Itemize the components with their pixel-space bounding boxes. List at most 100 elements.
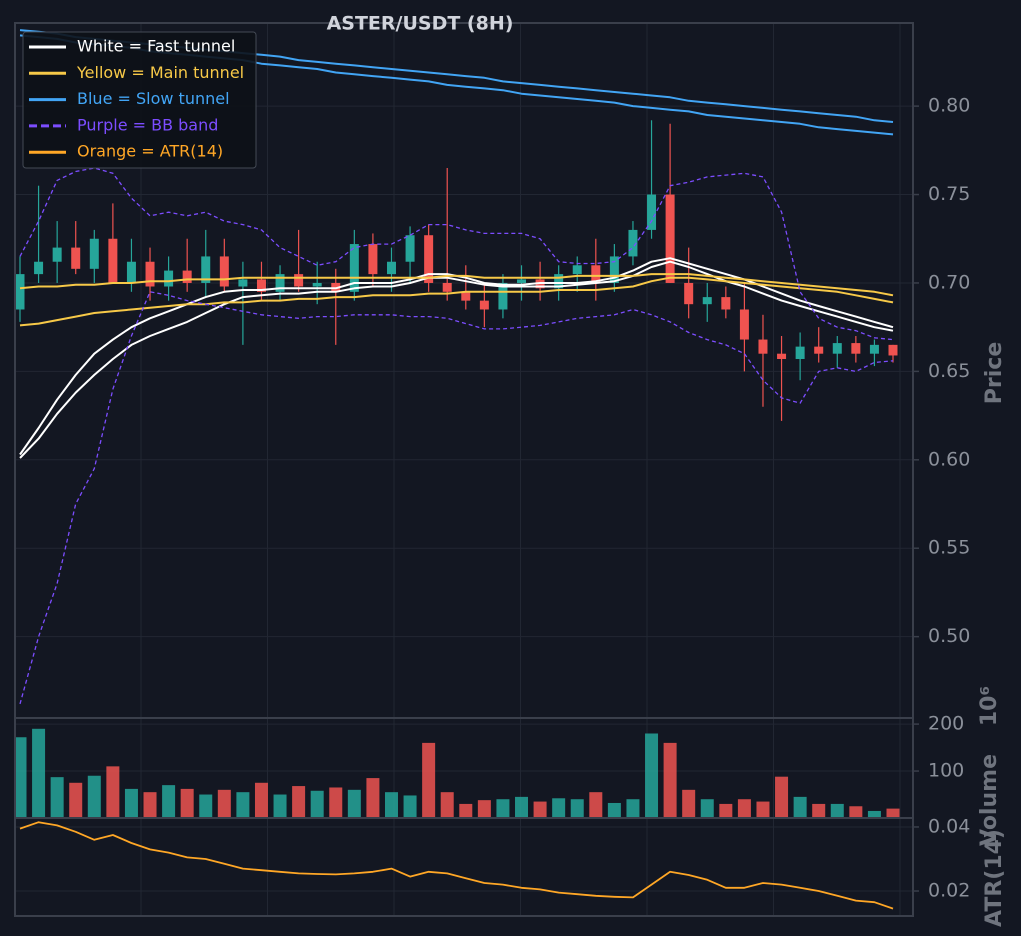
volume-bar	[849, 806, 863, 818]
volume-bar	[69, 782, 83, 818]
y-tick-label: 0.50	[928, 625, 970, 647]
y-tick-label: 0.80	[928, 95, 970, 117]
candle-body	[498, 282, 508, 310]
candle-body	[777, 353, 787, 360]
frames	[14, 22, 914, 917]
volume-bar	[180, 788, 194, 818]
candle-body	[684, 282, 694, 305]
candle-body	[702, 297, 712, 305]
legend-label: Orange = ATR(14)	[77, 142, 223, 161]
candle-body	[126, 261, 136, 283]
candle-body	[758, 339, 768, 354]
volume-bar	[310, 790, 324, 818]
tunnel-line	[19, 260, 894, 459]
candle-body	[665, 194, 675, 283]
candle-body	[219, 256, 229, 287]
volume-bar	[626, 799, 640, 818]
candle-body	[34, 261, 44, 275]
volume-bar	[515, 796, 529, 818]
volume-bar	[737, 799, 751, 818]
volume-bar	[496, 799, 510, 818]
tunnel-line	[19, 273, 894, 297]
candle-body	[814, 346, 824, 354]
volume-bar	[15, 737, 27, 818]
y-tick-label: 0.60	[928, 448, 970, 470]
volume-bar	[236, 792, 250, 818]
candle-body	[368, 244, 378, 275]
volume-bar	[32, 728, 46, 818]
volume-bar	[217, 789, 231, 818]
volume-bar	[775, 776, 789, 818]
candle-body	[164, 270, 174, 287]
candle-body	[795, 346, 805, 360]
candle-body	[275, 274, 285, 292]
volume-bar	[719, 803, 733, 818]
volume-bar	[645, 733, 659, 818]
volume-bar	[87, 775, 101, 818]
y-tick-label: 0.65	[928, 360, 970, 382]
y-tick-label: 0.75	[928, 183, 970, 205]
tunnel-line	[19, 167, 894, 341]
y-tick-label: 200	[928, 713, 964, 735]
candle-body	[442, 282, 452, 292]
y-tick-label: 100	[928, 760, 964, 782]
volume-bar	[552, 798, 566, 818]
atr-line	[19, 821, 894, 910]
candle-body	[15, 274, 25, 310]
volume-bar	[422, 742, 436, 818]
candle-body	[349, 244, 359, 292]
candle-body	[572, 265, 582, 275]
volume-bar	[533, 801, 547, 818]
volume-bar	[607, 802, 621, 818]
volume-bar	[663, 742, 677, 818]
legend: White = Fast tunnel Yellow = Main tunnel B…	[22, 31, 257, 169]
volume-bar	[477, 800, 491, 818]
y-axis-label: ATR(14)	[982, 829, 1007, 927]
candle-body	[479, 300, 489, 310]
candle-body	[851, 343, 861, 354]
legend-box	[22, 31, 257, 169]
candle-body	[609, 256, 619, 283]
candle-body	[108, 238, 118, 283]
candle-body	[869, 344, 879, 354]
candle-body	[628, 229, 638, 257]
volume-bar	[366, 778, 380, 818]
volume-bar	[124, 788, 138, 818]
y-tick-label: 0.70	[928, 271, 970, 293]
volume-bar	[570, 799, 584, 818]
candle-body	[721, 297, 731, 310]
volume-bar	[440, 792, 454, 818]
volume-bar	[403, 795, 417, 818]
axis-multiplier: 10⁶	[977, 686, 1002, 726]
candle-body	[739, 309, 749, 340]
legend-label: Yellow = Main tunnel	[76, 63, 244, 82]
volume-bar	[589, 792, 603, 818]
volume-bar	[756, 801, 770, 818]
volume-bar	[459, 803, 473, 818]
volume-bar	[329, 787, 343, 818]
volume-bar	[347, 789, 361, 818]
candle-body	[89, 238, 99, 269]
candle-body	[386, 261, 396, 275]
candle-body	[647, 194, 657, 230]
volume-bar	[50, 777, 64, 818]
candle-body	[71, 247, 81, 269]
candle-body	[312, 282, 322, 287]
y-tick-label: 0.04	[928, 815, 970, 837]
volume-bar	[106, 766, 120, 818]
tunnel-line	[19, 291, 894, 705]
y-axis-label: Volume	[977, 754, 1002, 846]
candle-body	[888, 344, 898, 356]
candle-body	[182, 270, 192, 283]
y-tick-label: 0.02	[928, 880, 970, 902]
tunnel-line	[19, 276, 894, 327]
atr-frame	[14, 817, 914, 917]
legend-label: Blue = Slow tunnel	[77, 89, 230, 108]
candle-body	[52, 247, 62, 262]
volume-bar	[830, 803, 844, 818]
candle-body	[424, 235, 434, 283]
candle-body	[517, 279, 527, 283]
candle-body	[256, 279, 266, 292]
